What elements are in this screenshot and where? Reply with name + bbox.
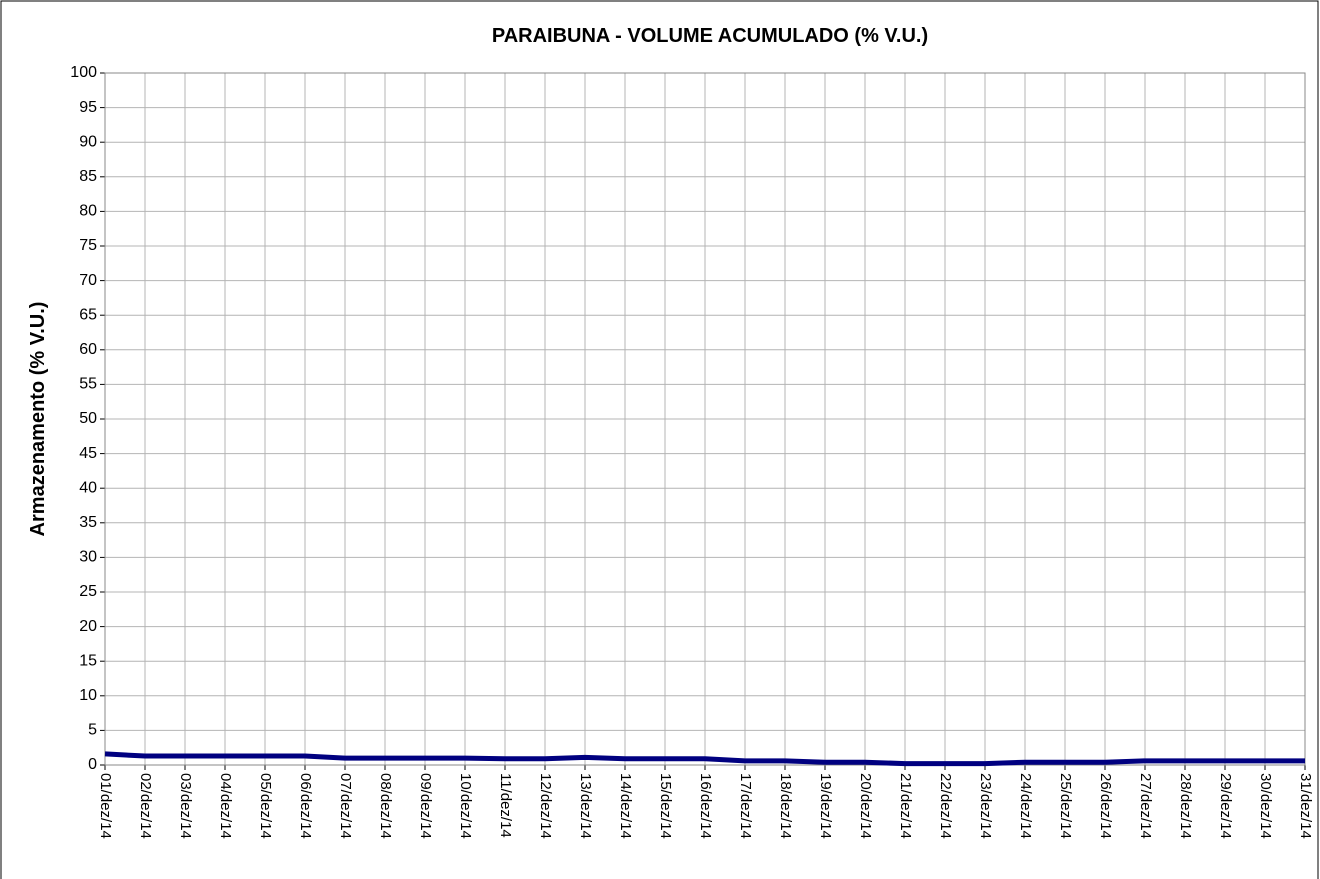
y-tick-label: 0: [88, 756, 97, 773]
y-tick-label: 25: [79, 583, 97, 600]
x-tick-label: 19/dez/14: [817, 773, 834, 839]
plot-border: [104, 72, 1306, 766]
x-tick-label: 05/dez/14: [257, 773, 274, 839]
x-tick-label: 31/dez/14: [1297, 773, 1314, 839]
x-tick-label: 12/dez/14: [537, 773, 554, 839]
y-axis-label: Armazenamento (% V.U.): [27, 302, 49, 537]
chart-title: PARAIBUNA - VOLUME ACUMULADO (% V.U.): [492, 25, 928, 47]
x-tick-label: 01/dez/14: [97, 773, 114, 839]
x-tick-label: 15/dez/14: [657, 773, 674, 839]
x-tick-label: 02/dez/14: [137, 773, 154, 839]
x-tick-label: 17/dez/14: [737, 773, 754, 839]
y-tick-label: 10: [79, 687, 97, 704]
y-tick-label: 80: [79, 203, 97, 220]
y-tick-label: 90: [79, 133, 97, 150]
x-tick-label: 22/dez/14: [937, 773, 954, 839]
y-tick-label: 55: [79, 376, 97, 393]
x-tick-label: 26/dez/14: [1097, 773, 1114, 839]
x-tick-label: 28/dez/14: [1177, 773, 1194, 839]
x-tick-label: 09/dez/14: [417, 773, 434, 839]
y-tick-label: 15: [79, 652, 97, 669]
y-tick-label: 5: [88, 722, 97, 739]
y-tick-label: 100: [70, 64, 97, 81]
y-tick-label: 85: [79, 168, 97, 185]
x-tick-label: 06/dez/14: [297, 773, 314, 839]
y-tick-label: 75: [79, 237, 97, 254]
x-tick-label: 13/dez/14: [577, 773, 594, 839]
y-tick-label: 70: [79, 272, 97, 289]
y-tick-label: 40: [79, 479, 97, 496]
x-tick-label: 11/dez/14: [497, 773, 514, 838]
y-tick-label: 65: [79, 306, 97, 323]
x-tick-label: 18/dez/14: [777, 773, 794, 839]
y-tick-label: 45: [79, 445, 97, 462]
y-tick-label: 30: [79, 549, 97, 566]
x-tick-label: 04/dez/14: [217, 773, 234, 839]
y-tick-label: 35: [79, 514, 97, 531]
data-line: [104, 751, 1305, 767]
x-tick-label: 30/dez/14: [1257, 773, 1274, 839]
x-tick-label: 29/dez/14: [1217, 773, 1234, 839]
y-tick-label: 60: [79, 341, 97, 358]
x-tick-label: 08/dez/14: [377, 773, 394, 839]
y-tick-label: 50: [79, 410, 97, 427]
x-tick-label: 03/dez/14: [177, 773, 194, 839]
x-tick-label: 14/dez/14: [617, 773, 634, 839]
x-tick-label: 21/dez/14: [897, 773, 914, 839]
x-tick-label: 24/dez/14: [1017, 773, 1034, 839]
x-tick-label: 27/dez/14: [1137, 773, 1154, 839]
y-tick-label: 20: [79, 618, 97, 635]
x-tick-label: 10/dez/14: [457, 773, 474, 839]
x-tick-label: 20/dez/14: [857, 773, 874, 839]
y-tick-label: 95: [79, 99, 97, 116]
x-tick-label: 25/dez/14: [1057, 773, 1074, 839]
x-tick-label: 16/dez/14: [697, 773, 714, 839]
x-tick-label: 07/dez/14: [337, 773, 354, 839]
x-tick-label: 23/dez/14: [977, 773, 994, 839]
